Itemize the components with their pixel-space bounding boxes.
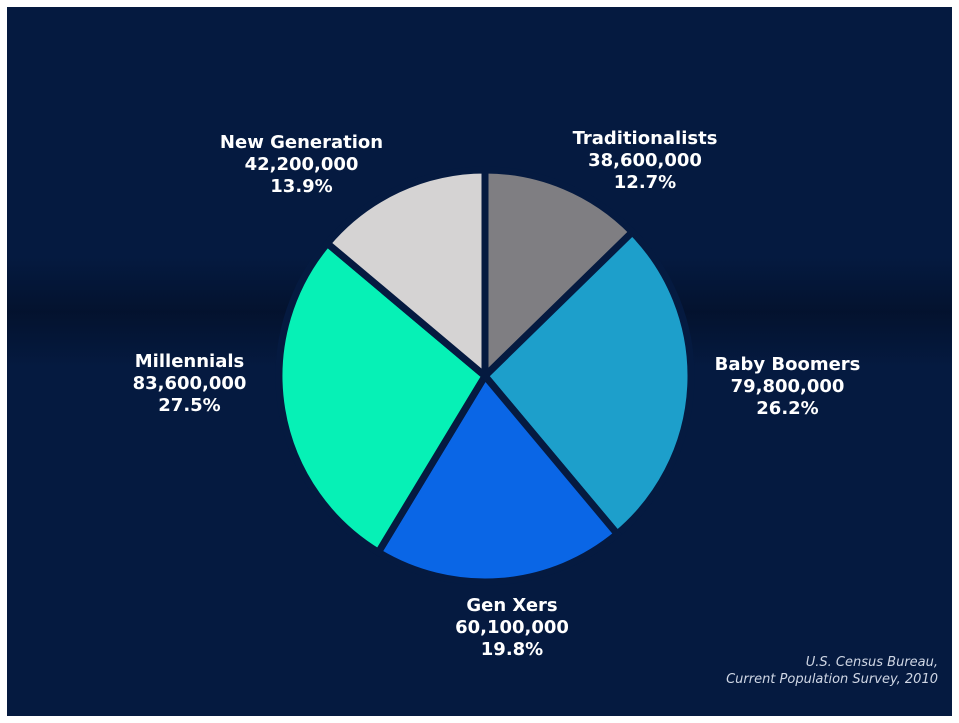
slice-percent: 27.5% bbox=[158, 395, 221, 416]
slice-percent: 19.8% bbox=[480, 639, 544, 660]
slice-value: 42,200,000 bbox=[244, 154, 359, 175]
slice-label-traditionalists: Traditionalists 38,600,000 12.7% bbox=[545, 128, 745, 194]
source-line: U.S. Census Bureau, bbox=[805, 655, 938, 670]
pie-slice-baby-boomers bbox=[480, 227, 695, 539]
slice-name: Traditionalists bbox=[572, 128, 718, 149]
chart-panel: Traditionalists 38,600,000 12.7% Baby Bo… bbox=[7, 7, 952, 716]
pie-slice-traditionalists bbox=[481, 166, 638, 385]
source-line: Current Population Survey, 2010 bbox=[726, 672, 938, 687]
slice-label-new-generation: New Generation 42,200,000 13.9% bbox=[189, 132, 414, 198]
pie-slice-new-generation bbox=[322, 166, 489, 384]
pie-slice-millennials bbox=[275, 238, 490, 558]
slice-label-millennials: Millennials 83,600,000 27.5% bbox=[97, 351, 282, 417]
slice-percent: 12.7% bbox=[613, 172, 677, 193]
pie-slice-gen-xers bbox=[373, 369, 623, 586]
slice-label-baby-boomers: Baby Boomers 79,800,000 26.2% bbox=[695, 354, 880, 420]
slice-name: Gen Xers bbox=[466, 595, 558, 616]
slice-value: 79,800,000 bbox=[730, 376, 845, 397]
source-note: U.S. Census Bureau, Current Population S… bbox=[726, 654, 938, 688]
slice-label-gen-xers: Gen Xers 60,100,000 19.8% bbox=[417, 595, 607, 661]
slice-value: 60,100,000 bbox=[455, 617, 569, 638]
slice-name: New Generation bbox=[219, 132, 384, 153]
slice-value: 38,600,000 bbox=[588, 150, 702, 171]
slice-percent: 26.2% bbox=[756, 398, 819, 419]
pie-chart bbox=[275, 166, 695, 586]
slice-value: 83,600,000 bbox=[132, 373, 247, 394]
slice-percent: 13.9% bbox=[270, 176, 333, 197]
slice-name: Millennials bbox=[134, 351, 245, 372]
slice-name: Baby Boomers bbox=[714, 354, 861, 375]
